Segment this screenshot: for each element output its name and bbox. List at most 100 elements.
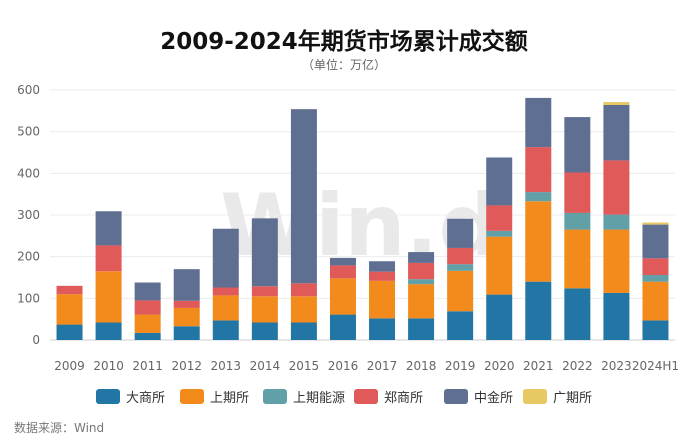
- legend-swatch: [180, 389, 204, 404]
- legend-label: 郑商所: [384, 391, 423, 406]
- bar-segment: [251, 218, 278, 287]
- bar-segment: [95, 211, 122, 246]
- bar-segment: [525, 201, 552, 282]
- bar-segment: [447, 270, 474, 312]
- bar-segment: [603, 160, 630, 215]
- x-tick-label: 2012: [171, 359, 202, 373]
- x-tick-label: 2015: [289, 359, 320, 373]
- legend-label: 广期所: [553, 391, 592, 406]
- bar-segment: [369, 280, 396, 319]
- y-tick-label: 500: [17, 125, 40, 139]
- x-tick-label: 2018: [406, 359, 437, 373]
- bar-segment: [408, 252, 435, 263]
- legend-swatch: [96, 389, 120, 404]
- bar-segment: [486, 157, 513, 206]
- bar-segment: [447, 264, 474, 271]
- bar-segment: [525, 97, 552, 148]
- x-tick-label: 2019: [445, 359, 476, 373]
- x-tick-label: 2016: [328, 359, 359, 373]
- bar-segment: [329, 257, 356, 266]
- bar-segment: [603, 102, 630, 105]
- legend-swatch: [263, 389, 287, 404]
- bar-segment: [603, 105, 630, 161]
- x-axis: 2009 2010 2011 2012 2013 2014 2015 2016 2017 2018…: [54, 359, 679, 373]
- x-tick-label: 2011: [132, 359, 163, 373]
- y-tick-label: 200: [17, 250, 40, 264]
- bar-segment: [525, 192, 552, 202]
- bar-segment: [603, 214, 630, 230]
- bar-segment: [329, 265, 356, 279]
- bar-segment: [290, 109, 317, 284]
- bar-segment: [212, 287, 239, 296]
- bar-segment: [95, 322, 122, 340]
- x-tick-label: 2020: [484, 359, 515, 373]
- bar-segment: [212, 295, 239, 321]
- chart-subtitle: （单位：万亿）: [301, 58, 386, 72]
- bar-segment: [134, 314, 161, 333]
- bar-segment: [447, 247, 474, 265]
- y-tick-label: 300: [17, 208, 40, 222]
- legend: 大商所 上期所 上期能源 郑商所 中金所 广期所: [96, 389, 592, 406]
- x-tick-label: 2010: [93, 359, 124, 373]
- legend-swatch: [523, 389, 547, 404]
- y-tick-label: 600: [17, 83, 40, 97]
- y-tick-label: 100: [17, 291, 40, 305]
- bar-segment: [369, 271, 396, 281]
- bar-segment: [173, 300, 200, 308]
- bars: [56, 97, 669, 340]
- bar-segment: [329, 314, 356, 340]
- bar-segment: [251, 286, 278, 297]
- bar-segment: [642, 258, 669, 275]
- y-tick-label: 0: [32, 333, 40, 347]
- x-tick-label: 2009: [54, 359, 85, 373]
- bar-segment: [290, 296, 317, 323]
- bar-segment: [447, 311, 474, 340]
- x-tick-label: 2023: [601, 359, 632, 373]
- bar-segment: [603, 229, 630, 293]
- bar-segment: [369, 261, 396, 272]
- bar-segment: [173, 307, 200, 327]
- bar-segment: [134, 282, 161, 301]
- x-tick-label: 2017: [367, 359, 398, 373]
- source-note: 数据来源：Wind: [14, 421, 105, 435]
- x-tick-label: 2013: [211, 359, 242, 373]
- bar-segment: [408, 279, 435, 285]
- bar-segment: [564, 212, 591, 230]
- bar-segment: [642, 275, 669, 282]
- bar-segment: [369, 318, 396, 340]
- legend-label: 大商所: [126, 391, 165, 406]
- legend-label: 中金所: [474, 390, 513, 406]
- bar-segment: [564, 172, 591, 213]
- bar-segment: [642, 222, 669, 225]
- bar-segment: [95, 271, 122, 323]
- bar-segment: [56, 285, 83, 295]
- bar-segment: [486, 230, 513, 237]
- bar-segment: [564, 288, 591, 340]
- bar-segment: [408, 318, 435, 340]
- bar-segment: [564, 229, 591, 289]
- bar-segment: [251, 322, 278, 340]
- chart-title: 2009-2024年期货市场累计成交额: [160, 29, 528, 55]
- bar-segment: [525, 281, 552, 340]
- bar-segment: [212, 228, 239, 288]
- y-axis: 0 100 200 300 400 500 600: [17, 83, 40, 347]
- y-tick-label: 400: [17, 166, 40, 180]
- bar-segment: [212, 320, 239, 340]
- bar-segment: [290, 322, 317, 340]
- bar-segment: [56, 294, 83, 325]
- bar-segment: [486, 205, 513, 231]
- bar-segment: [134, 300, 161, 315]
- bar-segment: [642, 281, 669, 321]
- legend-swatch: [444, 389, 468, 404]
- bar-segment: [408, 262, 435, 280]
- bar-segment: [486, 236, 513, 295]
- bar-segment: [173, 326, 200, 340]
- bar-segment: [56, 324, 83, 340]
- bar-segment: [564, 117, 591, 173]
- legend-swatch: [354, 389, 378, 404]
- x-tick-label: 2022: [562, 359, 593, 373]
- bar-segment: [525, 147, 552, 193]
- bar-segment: [642, 224, 669, 259]
- bar-segment: [603, 292, 630, 340]
